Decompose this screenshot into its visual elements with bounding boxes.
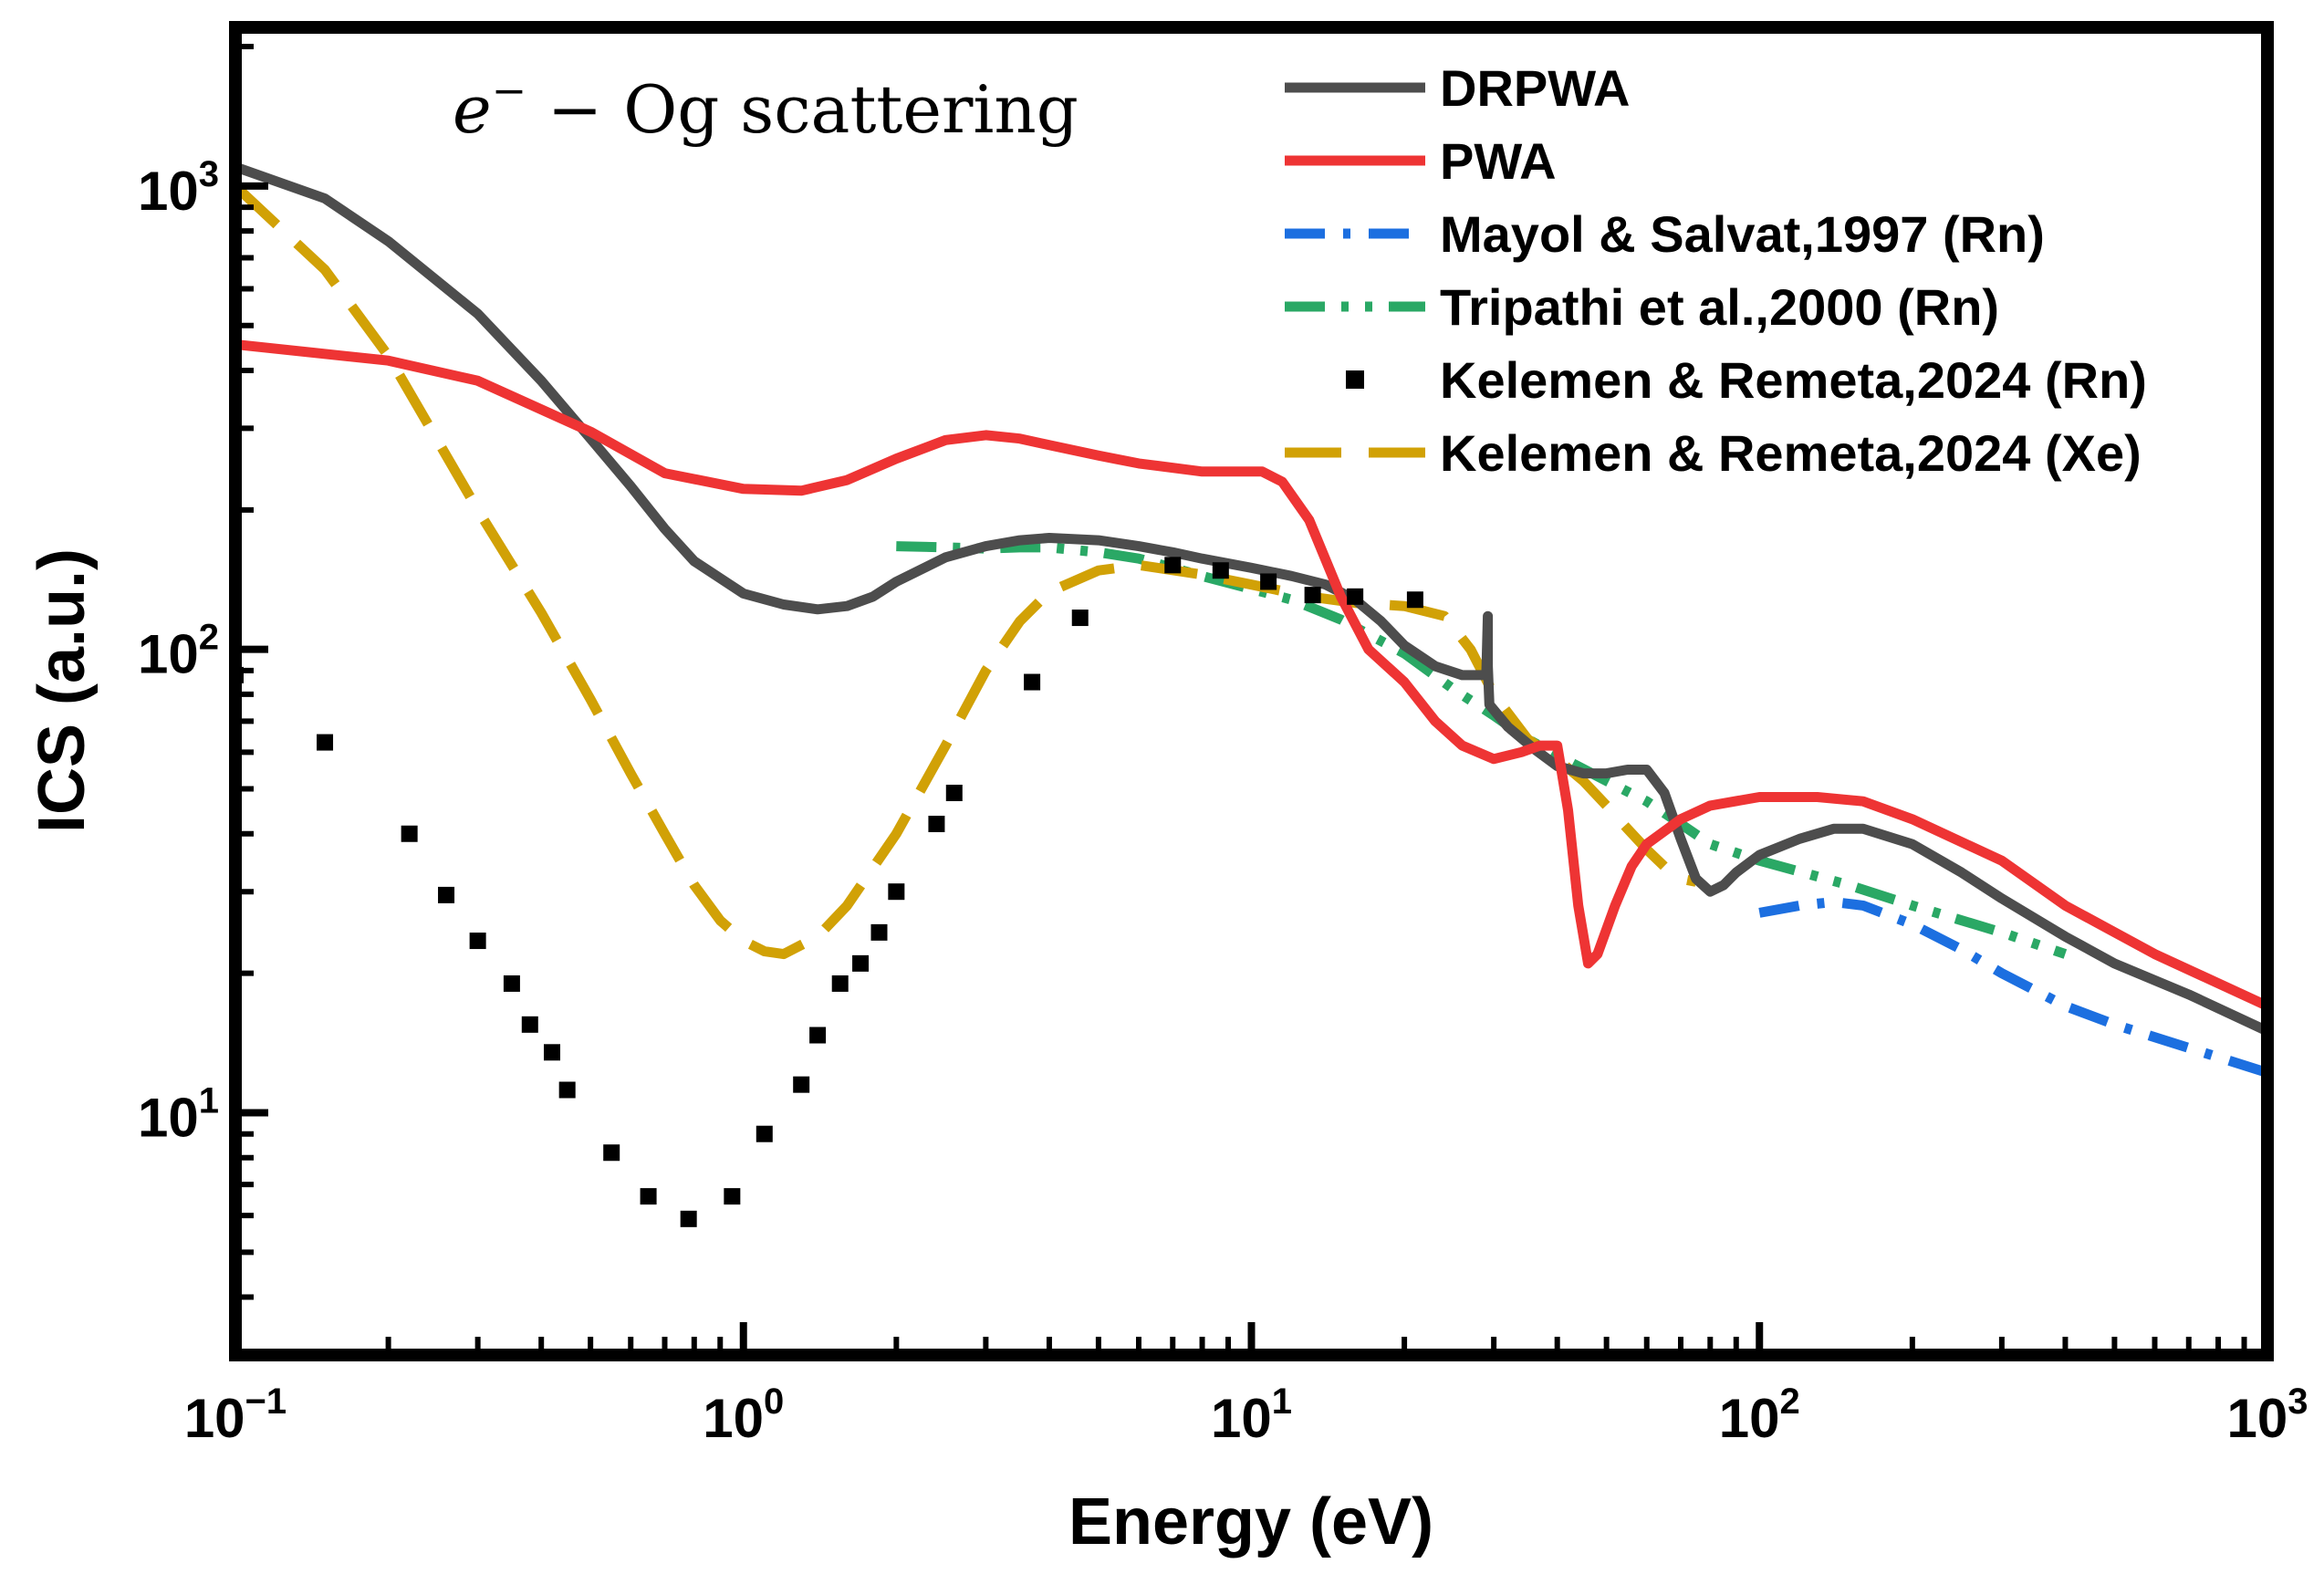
chart-title-rest: − Og scattering [526,71,1079,148]
legend-item-5: Kelemen & Remeta,2024 (Xe) [1285,424,2142,482]
legend-item-3: Tripathi et al.,2000 (Rn) [1285,278,1999,336]
series-4-point-2 [401,825,418,842]
series-4-point-29 [1406,591,1423,609]
legend-label: Kelemen & Remeta,2024 (Xe) [1440,424,2142,482]
series-4-point-25 [1212,562,1229,579]
chart-title: e− − Og scattering [453,66,1079,148]
series-4-point-24 [1164,557,1182,574]
series-4-point-18 [870,923,888,941]
y-tick-label-0: 101 [138,1080,219,1148]
ticks-layer [232,44,2271,1358]
series-4-point-10 [640,1188,657,1205]
x-tick-label-exp: 3 [2288,1381,2308,1422]
series-4-point-11 [680,1210,697,1227]
y-tick-label-2: 103 [138,154,219,222]
y-tick-label-base: 10 [138,161,199,222]
series-4-point-22 [1024,673,1041,691]
series-layer [235,162,2267,1227]
x-tick-label-exp: −1 [245,1381,287,1422]
legend: DRPWA PWA Mayol & Salvat,1997 (Rn) Tripathi… [1285,59,2147,482]
series-4-point-13 [756,1125,773,1142]
series-4-point-9 [603,1144,620,1162]
legend-item-2: Mayol & Salvat,1997 (Rn) [1285,205,2045,263]
x-tick-label-base: 10 [2227,1388,2288,1449]
x-tick-label-exp: 1 [1272,1381,1292,1422]
series-2-line [1758,897,2267,1078]
legend-label: Mayol & Salvat,1997 (Rn) [1440,205,2045,263]
series-4-point-17 [852,954,870,972]
series-4-point-20 [928,815,945,832]
series-4-point-28 [1347,588,1364,605]
x-tick-label-exp: 2 [1780,1381,1800,1422]
chart-title-base: e [453,71,492,148]
legend-item-4: Kelemen & Remeta,2024 (Rn) [1346,351,2147,409]
legend-item-1: PWA [1285,132,1557,190]
x-tick-label-base: 10 [1211,1388,1272,1449]
chart-title-sup: − [492,66,527,115]
series-4-point-21 [945,785,963,802]
legend-swatch [1346,370,1364,389]
series-4-point-19 [888,883,905,901]
x-tick-label-base: 10 [703,1388,764,1449]
y-axis-label: ICS (a.u.) [26,548,99,833]
legend-item-0: DRPWA [1285,59,1630,117]
series-4-point-7 [543,1044,560,1061]
x-tick-label-exp: 0 [764,1381,784,1422]
y-tick-label-base: 10 [138,624,199,685]
series-4-markers [235,557,1423,1227]
legend-label: Kelemen & Remeta,2024 (Rn) [1440,351,2147,409]
x-axis-label: Energy (eV) [1068,1485,1433,1558]
x-tick-label-base: 10 [1719,1388,1780,1449]
y-tick-label-1: 102 [138,618,219,685]
series-1-line [235,339,2267,1011]
series-4-point-1 [317,734,334,751]
x-tick-label-3: 102 [1719,1381,1800,1449]
series-4-point-27 [1304,587,1321,604]
legend-label: DRPWA [1440,59,1630,117]
series-4-point-6 [521,1016,538,1033]
series-4-point-15 [809,1027,827,1044]
y-tick-label-base: 10 [138,1087,199,1148]
x-tick-label-base: 10 [184,1388,245,1449]
x-tick-label-0: 10−1 [184,1381,287,1449]
series-4-point-3 [438,886,455,903]
series-4-point-12 [724,1188,741,1205]
series-4-point-4 [469,933,486,950]
series-3-line [896,541,2068,959]
x-tick-label-1: 100 [703,1381,784,1449]
series-4-point-14 [793,1076,810,1093]
series-4-point-23 [1071,610,1089,627]
series-4-point-5 [503,975,520,992]
series-4-point-8 [558,1081,576,1099]
y-tick-label-exp: 1 [199,1080,219,1121]
series-4-point-16 [831,975,849,992]
legend-label: Tripathi et al.,2000 (Rn) [1440,278,1999,336]
y-tick-label-exp: 2 [199,618,219,658]
x-tick-label-4: 103 [2227,1381,2308,1449]
y-tick-label-exp: 3 [199,154,219,194]
legend-label: PWA [1440,132,1557,190]
x-tick-label-2: 101 [1211,1381,1292,1449]
series-4-point-26 [1260,573,1277,590]
series-0-line [235,162,2267,1037]
